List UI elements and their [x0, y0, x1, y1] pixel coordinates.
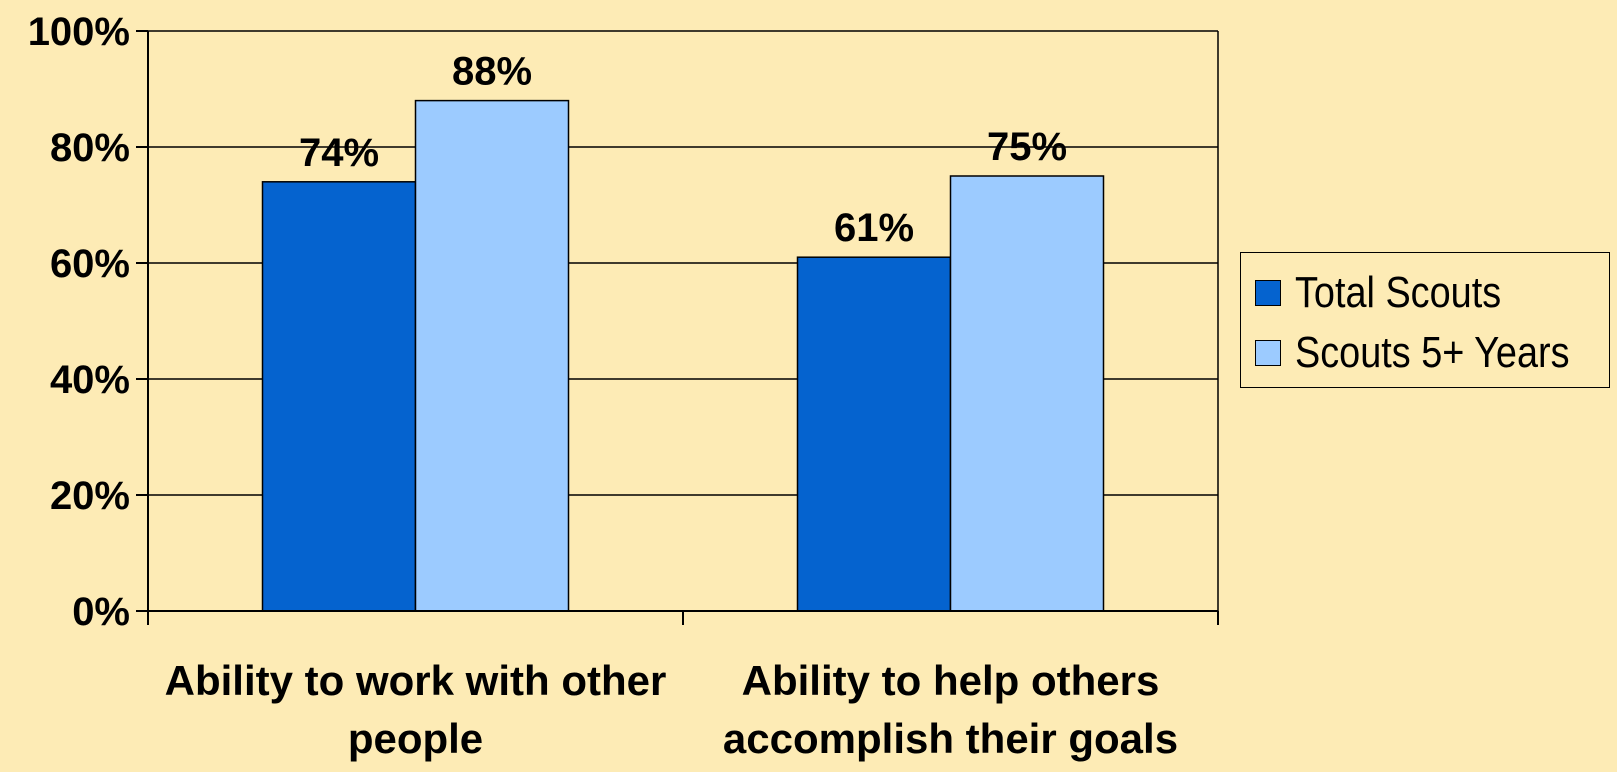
data-label: 61%: [834, 206, 914, 250]
y-tick-label: 40%: [50, 358, 130, 402]
y-tick-label: 80%: [50, 126, 130, 170]
data-label: 75%: [987, 125, 1067, 169]
legend-swatch-total-scouts: [1255, 280, 1281, 306]
data-label: 74%: [299, 131, 379, 175]
bars: [261, 99, 1105, 612]
x-category-label: people: [348, 715, 483, 762]
legend-label: Total Scouts: [1295, 268, 1502, 317]
y-tick-label: 0%: [72, 590, 130, 634]
bar: [949, 175, 1105, 612]
legend: Total Scouts Scouts 5+ Years: [1240, 252, 1610, 388]
bar: [796, 256, 952, 612]
bar: [261, 181, 417, 612]
x-category-label: accomplish their goals: [723, 715, 1178, 762]
legend-swatch-scouts-5plus: [1255, 340, 1281, 366]
y-tick-label: 20%: [50, 474, 130, 518]
y-tick-label: 100%: [28, 10, 130, 54]
legend-label: Scouts 5+ Years: [1295, 328, 1570, 377]
data-label: 88%: [452, 50, 532, 94]
bar: [414, 99, 570, 612]
legend-item-total-scouts: Total Scouts: [1255, 267, 1535, 319]
labels: 74% 61% 88% 75% 0% 20% 40% 60% 80% 100% Ability to…: [28, 10, 1178, 762]
x-category-label: Ability to work with other: [165, 657, 667, 704]
axes: [136, 30, 1219, 625]
legend-item-scouts-5plus: Scouts 5+ Years: [1255, 327, 1614, 379]
y-tick-label: 60%: [50, 242, 130, 286]
x-category-label: Ability to help others: [742, 657, 1160, 704]
